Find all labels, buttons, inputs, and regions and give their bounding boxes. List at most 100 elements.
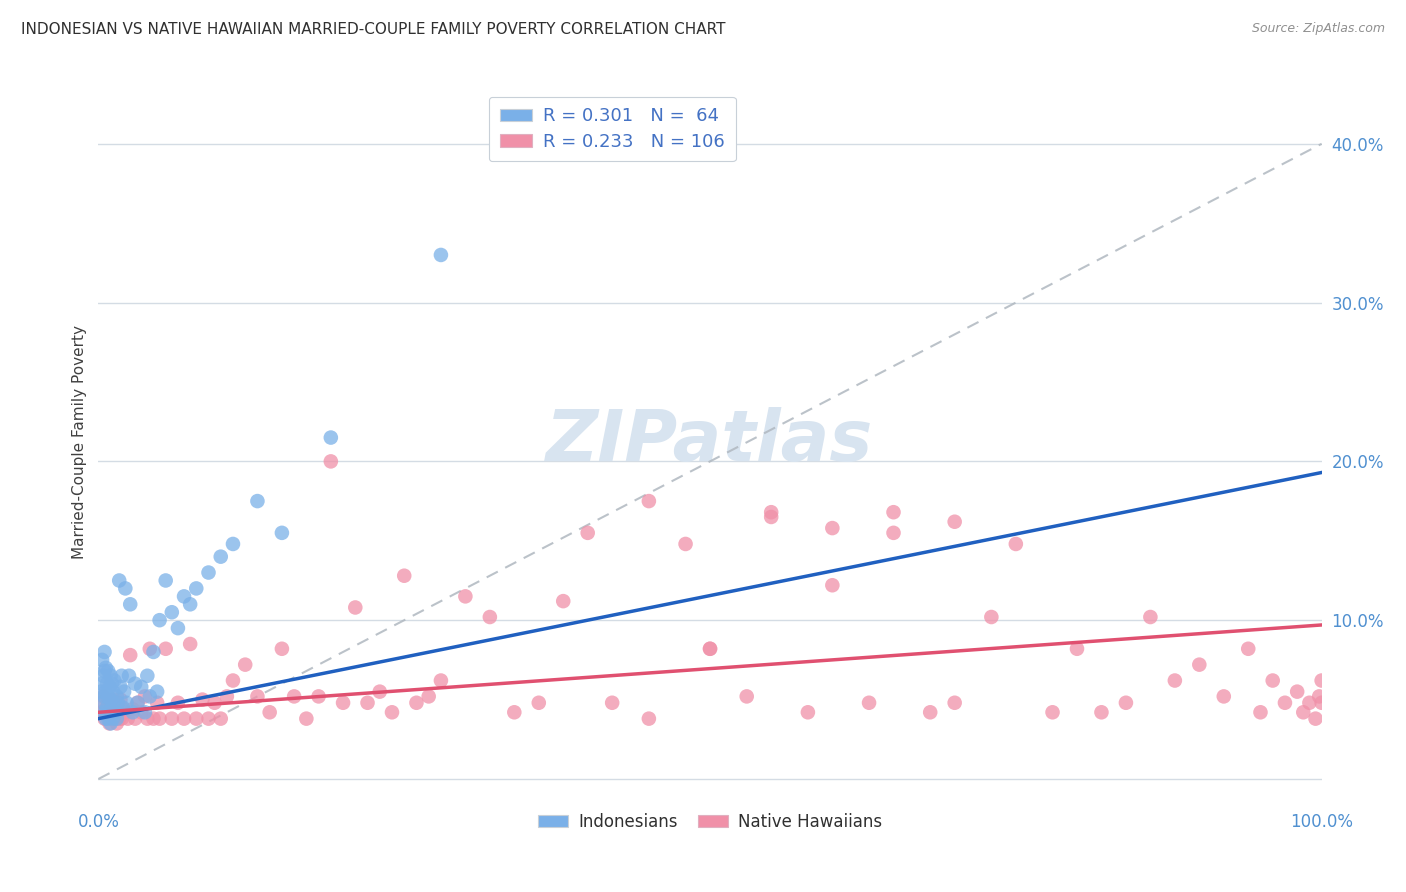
Point	[576, 525, 599, 540]
Point	[1212, 690, 1234, 704]
Point	[553, 594, 575, 608]
Point	[883, 525, 905, 540]
Point	[93, 664, 115, 678]
Point	[103, 696, 125, 710]
Point	[105, 716, 128, 731]
Point	[980, 610, 1002, 624]
Point	[94, 661, 117, 675]
Point	[1066, 641, 1088, 656]
Point	[101, 700, 124, 714]
Point	[91, 653, 114, 667]
Point	[699, 641, 721, 656]
Point	[105, 690, 128, 704]
Point	[149, 613, 172, 627]
Point	[142, 645, 165, 659]
Point	[600, 696, 623, 710]
Point	[91, 669, 114, 683]
Point	[173, 712, 195, 726]
Point	[93, 645, 115, 659]
Point	[129, 680, 152, 694]
Point	[270, 641, 294, 656]
Point	[1188, 657, 1211, 672]
Point	[97, 664, 120, 678]
Point	[233, 657, 256, 672]
Point	[127, 696, 149, 710]
Text: INDONESIAN VS NATIVE HAWAIIAN MARRIED-COUPLE FAMILY POVERTY CORRELATION CHART: INDONESIAN VS NATIVE HAWAIIAN MARRIED-CO…	[21, 22, 725, 37]
Point	[101, 712, 124, 726]
Point	[821, 578, 844, 592]
Point	[761, 510, 783, 524]
Point	[259, 706, 281, 720]
Point	[797, 706, 820, 720]
Point	[97, 696, 120, 710]
Point	[114, 582, 136, 596]
Point	[319, 431, 342, 445]
Point	[90, 706, 112, 720]
Point	[104, 706, 127, 720]
Point	[91, 676, 114, 690]
Point	[101, 676, 124, 690]
Point	[1308, 690, 1330, 704]
Point	[637, 712, 661, 726]
Point	[430, 673, 453, 688]
Point	[1310, 696, 1333, 710]
Point	[118, 669, 141, 683]
Point	[167, 696, 190, 710]
Point	[91, 690, 114, 704]
Point	[167, 621, 190, 635]
Point	[920, 706, 942, 720]
Point	[209, 712, 232, 726]
Point	[93, 712, 115, 726]
Point	[98, 716, 121, 731]
Point	[430, 248, 453, 262]
Point	[179, 637, 201, 651]
Point	[356, 696, 378, 710]
Point	[478, 610, 501, 624]
Point	[405, 696, 427, 710]
Point	[121, 702, 143, 716]
Point	[527, 696, 550, 710]
Point	[96, 700, 118, 714]
Point	[110, 692, 132, 706]
Point	[93, 690, 115, 704]
Point	[160, 712, 183, 726]
Point	[821, 521, 844, 535]
Point	[120, 597, 142, 611]
Point	[246, 690, 269, 704]
Point	[124, 712, 146, 726]
Point	[858, 696, 880, 710]
Point	[90, 684, 112, 698]
Point	[103, 712, 125, 726]
Point	[197, 566, 219, 580]
Point	[103, 673, 125, 688]
Point	[97, 690, 120, 704]
Point	[100, 706, 122, 720]
Point	[1164, 673, 1187, 688]
Point	[332, 696, 354, 710]
Point	[117, 712, 139, 726]
Point	[270, 525, 294, 540]
Point	[943, 515, 966, 529]
Y-axis label: Married-Couple Family Poverty: Married-Couple Family Poverty	[72, 325, 87, 558]
Point	[129, 706, 152, 720]
Point	[1249, 706, 1271, 720]
Point	[283, 690, 305, 704]
Point	[699, 641, 721, 656]
Point	[392, 568, 416, 582]
Point	[107, 706, 129, 720]
Point	[146, 684, 169, 698]
Point	[1274, 696, 1296, 710]
Point	[1115, 696, 1137, 710]
Point	[418, 690, 440, 704]
Point	[215, 690, 238, 704]
Point	[186, 582, 208, 596]
Point	[160, 605, 183, 619]
Point	[105, 712, 128, 726]
Point	[222, 537, 245, 551]
Point	[94, 712, 117, 726]
Point	[735, 690, 758, 704]
Point	[94, 702, 117, 716]
Point	[100, 692, 122, 706]
Point	[91, 696, 114, 710]
Point	[204, 696, 226, 710]
